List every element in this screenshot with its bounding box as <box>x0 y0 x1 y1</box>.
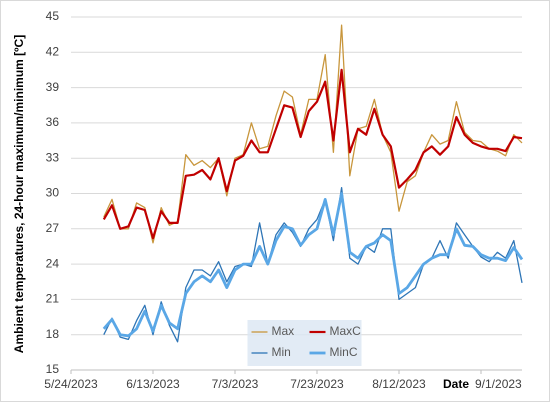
x-tick-label: 8/12/2023 <box>372 377 426 391</box>
x-tick-label: 6/13/2023 <box>126 377 180 391</box>
series-line <box>102 68 523 240</box>
legend: Max MaxC Min MinC <box>247 320 362 366</box>
y-tick-label: 33 <box>46 150 60 164</box>
y-tick-label: 15 <box>46 362 60 376</box>
y-tick-label: 21 <box>46 292 60 306</box>
y-tick-label: 36 <box>46 115 60 129</box>
y-tick-label: 45 <box>46 9 60 23</box>
y-tick-label: 24 <box>46 256 60 270</box>
y-tick-label: 30 <box>46 186 60 200</box>
series-line <box>102 192 524 338</box>
x-axis-label: Date <box>443 377 469 391</box>
legend-label: MinC <box>330 345 358 359</box>
legend-box <box>247 320 362 366</box>
x-tick-label: 9/1/2023 <box>475 377 522 391</box>
x-tick-label: 7/3/2023 <box>212 377 259 391</box>
y-axis-label: Ambient temperatures, 24-hour maximum/mi… <box>12 35 26 353</box>
x-tick-label: 5/24/2023 <box>44 377 98 391</box>
y-tick-label: 18 <box>46 327 60 341</box>
x-tick-label: 7/23/2023 <box>290 377 344 391</box>
legend-label: Min <box>272 345 291 359</box>
legend-label: Max <box>272 324 295 338</box>
y-tick-label: 39 <box>46 80 60 94</box>
y-tick-label: 27 <box>46 221 60 235</box>
y-tick-label: 42 <box>46 44 60 58</box>
legend-label: MaxC <box>330 324 362 338</box>
